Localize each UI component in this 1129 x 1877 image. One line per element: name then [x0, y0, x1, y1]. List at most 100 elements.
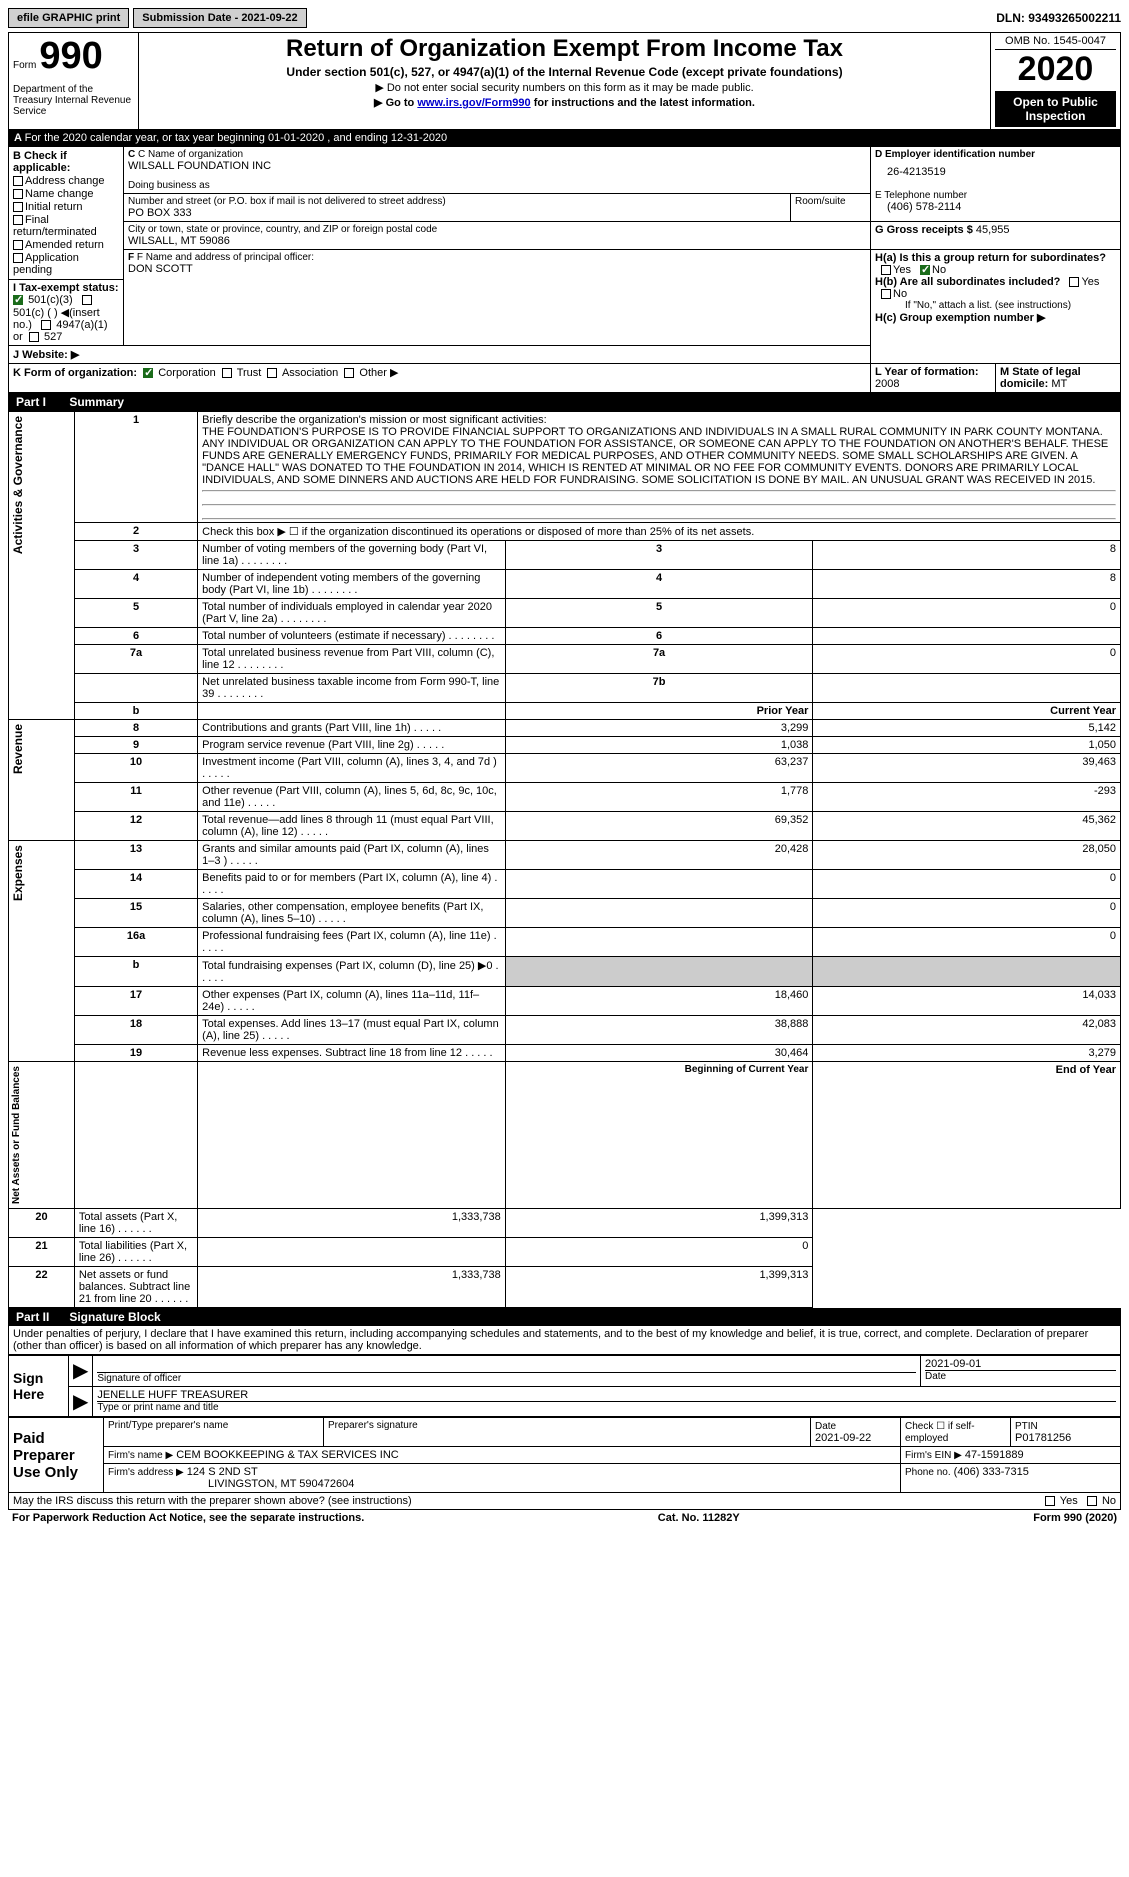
gross-lbl: G Gross receipts $ — [875, 224, 973, 236]
ha-yes: Yes — [893, 264, 911, 276]
o-corp: Corporation — [158, 367, 215, 379]
sec-c-city: City or town, state or province, country… — [124, 222, 871, 250]
website-lbl: J Website: ▶ — [13, 349, 79, 361]
row-ref: 5 — [505, 599, 813, 628]
col-cy: Current Year — [813, 703, 1121, 720]
footer-cat: Cat. No. 11282Y — [658, 1512, 740, 1524]
sig-officer: Signature of officer — [93, 1356, 921, 1387]
cb-initial[interactable] — [13, 202, 23, 212]
sig-name: JENELLE HUFF TREASURER Type or print nam… — [93, 1387, 1121, 1417]
part1-header: Part I Summary — [8, 393, 1121, 411]
cb-address-change[interactable] — [13, 176, 23, 186]
row-text: Benefits paid to or for members (Part IX… — [198, 870, 506, 899]
row-val: 8 — [813, 570, 1121, 599]
row-cy: 0 — [813, 899, 1121, 928]
discuss-row: May the IRS discuss this return with the… — [9, 1493, 1121, 1510]
cb-discuss-yes[interactable] — [1045, 1496, 1055, 1506]
paid-prep-lbl: Paid Preparer Use Only — [9, 1418, 104, 1493]
row-num: 13 — [74, 841, 197, 870]
sec-g: G Gross receipts $ 45,955 — [871, 222, 1121, 250]
ein-val: 26-4213519 — [887, 166, 1116, 178]
sec-i: I Tax-exempt status: 501(c)(3) 501(c) ( … — [9, 280, 124, 346]
firm-addr: Firm's address ▶ 124 S 2ND ST LIVINGSTON… — [104, 1464, 901, 1493]
goto-pre: ▶ Go to — [374, 97, 417, 109]
cb-final[interactable] — [13, 215, 23, 225]
row-cy: 45,362 — [813, 812, 1121, 841]
arrow-note-1: ▶ Do not enter social security numbers o… — [143, 81, 986, 94]
cb-hb-no[interactable] — [881, 289, 891, 299]
row-text: Revenue less expenses. Subtract line 18 … — [198, 1045, 506, 1062]
cb-name-change[interactable] — [13, 189, 23, 199]
hb-lbl: H(b) Are all subordinates included? — [875, 276, 1060, 288]
cb-trust[interactable] — [222, 368, 232, 378]
cb-501c3[interactable] — [13, 295, 23, 305]
cb-hb-yes[interactable] — [1069, 277, 1079, 287]
row-cy: 1,399,313 — [505, 1267, 813, 1308]
row-num: 15 — [74, 899, 197, 928]
sec-de: D Employer identification number 26-4213… — [871, 147, 1121, 222]
year-form-lbl: L Year of formation: — [875, 366, 979, 378]
room-lbl: Room/suite — [795, 196, 866, 207]
perjury: Under penalties of perjury, I declare th… — [8, 1326, 1121, 1355]
row-ref: 7b — [505, 674, 813, 703]
header-mid: Return of Organization Exempt From Incom… — [139, 33, 991, 130]
firm-addr-val: 124 S 2ND ST — [187, 1466, 258, 1478]
row-val: 0 — [813, 599, 1121, 628]
cb-other[interactable] — [344, 368, 354, 378]
phone-val: (406) 578-2114 — [887, 201, 1116, 213]
o-trust: Trust — [237, 367, 262, 379]
row-cy: 1,399,313 — [505, 1209, 813, 1238]
row-cy: 0 — [813, 928, 1121, 957]
row-text: Program service revenue (Part VIII, line… — [198, 737, 506, 754]
col-py: Prior Year — [505, 703, 813, 720]
part1-num: Part I — [16, 395, 66, 409]
row-text: Total revenue—add lines 8 through 11 (mu… — [198, 812, 506, 841]
firm-city-val: LIVINGSTON, MT 590472604 — [208, 1478, 354, 1490]
row-text: Total number of volunteers (estimate if … — [198, 628, 506, 645]
sig-date: 2021-09-01 Date — [921, 1356, 1121, 1387]
paid-prep-table: Paid Preparer Use Only Print/Type prepar… — [8, 1417, 1121, 1510]
submission-button[interactable]: Submission Date - 2021-09-22 — [133, 8, 306, 28]
sign-here: Sign Here — [9, 1356, 69, 1417]
cb-app-pending[interactable] — [13, 253, 23, 263]
l1-lbl: Briefly describe the organization's miss… — [202, 414, 546, 426]
cb-4947[interactable] — [41, 320, 51, 330]
row-cy — [813, 957, 1121, 987]
row-text: Total number of individuals employed in … — [198, 599, 506, 628]
cb-501c[interactable] — [82, 295, 92, 305]
tax-status-lbl: I Tax-exempt status: — [13, 282, 119, 294]
cb-ha-no[interactable] — [920, 265, 930, 275]
officer-lbl: F Name and address of principal officer: — [137, 252, 314, 263]
sec-c-name: C C Name of organization WILSALL FOUNDAT… — [124, 147, 871, 194]
row-cy: 39,463 — [813, 754, 1121, 783]
part2-title: Signature Block — [69, 1310, 160, 1324]
cb-corp[interactable] — [143, 368, 153, 378]
efile-button[interactable]: efile GRAPHIC print — [8, 8, 129, 28]
cb-assoc[interactable] — [267, 368, 277, 378]
city-val: WILSALL, MT 59086 — [128, 235, 866, 247]
sign-table: Sign Here ▶ Signature of officer 2021-09… — [8, 1355, 1121, 1417]
dba-lbl: Doing business as — [128, 180, 866, 191]
header-table: Form 990 Department of the Treasury Inte… — [8, 32, 1121, 130]
cb-amended[interactable] — [13, 240, 23, 250]
row-num: 16a — [74, 928, 197, 957]
l1-text: THE FOUNDATION'S PURPOSE IS TO PROVIDE F… — [202, 426, 1108, 486]
row-text: Grants and similar amounts paid (Part IX… — [198, 841, 506, 870]
lbl-amended: Amended return — [25, 239, 104, 251]
sec-b: B Check if applicable: Address change Na… — [9, 147, 124, 280]
cb-527[interactable] — [29, 332, 39, 342]
prep-date-lbl: Date — [815, 1421, 836, 1432]
row-cy: 1,050 — [813, 737, 1121, 754]
cb-ha-yes[interactable] — [881, 265, 891, 275]
row-num: 7a — [74, 645, 197, 674]
irs-link[interactable]: www.irs.gov/Form990 — [417, 97, 530, 109]
firm-name: Firm's name ▶ CEM BOOKKEEPING & TAX SERV… — [104, 1447, 901, 1464]
row-text: Total assets (Part X, line 16) . . . . .… — [74, 1209, 197, 1238]
col-spacer — [198, 703, 506, 720]
row-text: Other expenses (Part IX, column (A), lin… — [198, 987, 506, 1016]
tax-year: 2020 — [995, 50, 1116, 89]
l2-cell: Check this box ▶ ☐ if the organization d… — [198, 523, 1121, 541]
summary-table: Activities & Governance 1 Briefly descri… — [8, 411, 1121, 1308]
prep-name: Print/Type preparer's name — [104, 1418, 324, 1447]
cb-discuss-no[interactable] — [1087, 1496, 1097, 1506]
